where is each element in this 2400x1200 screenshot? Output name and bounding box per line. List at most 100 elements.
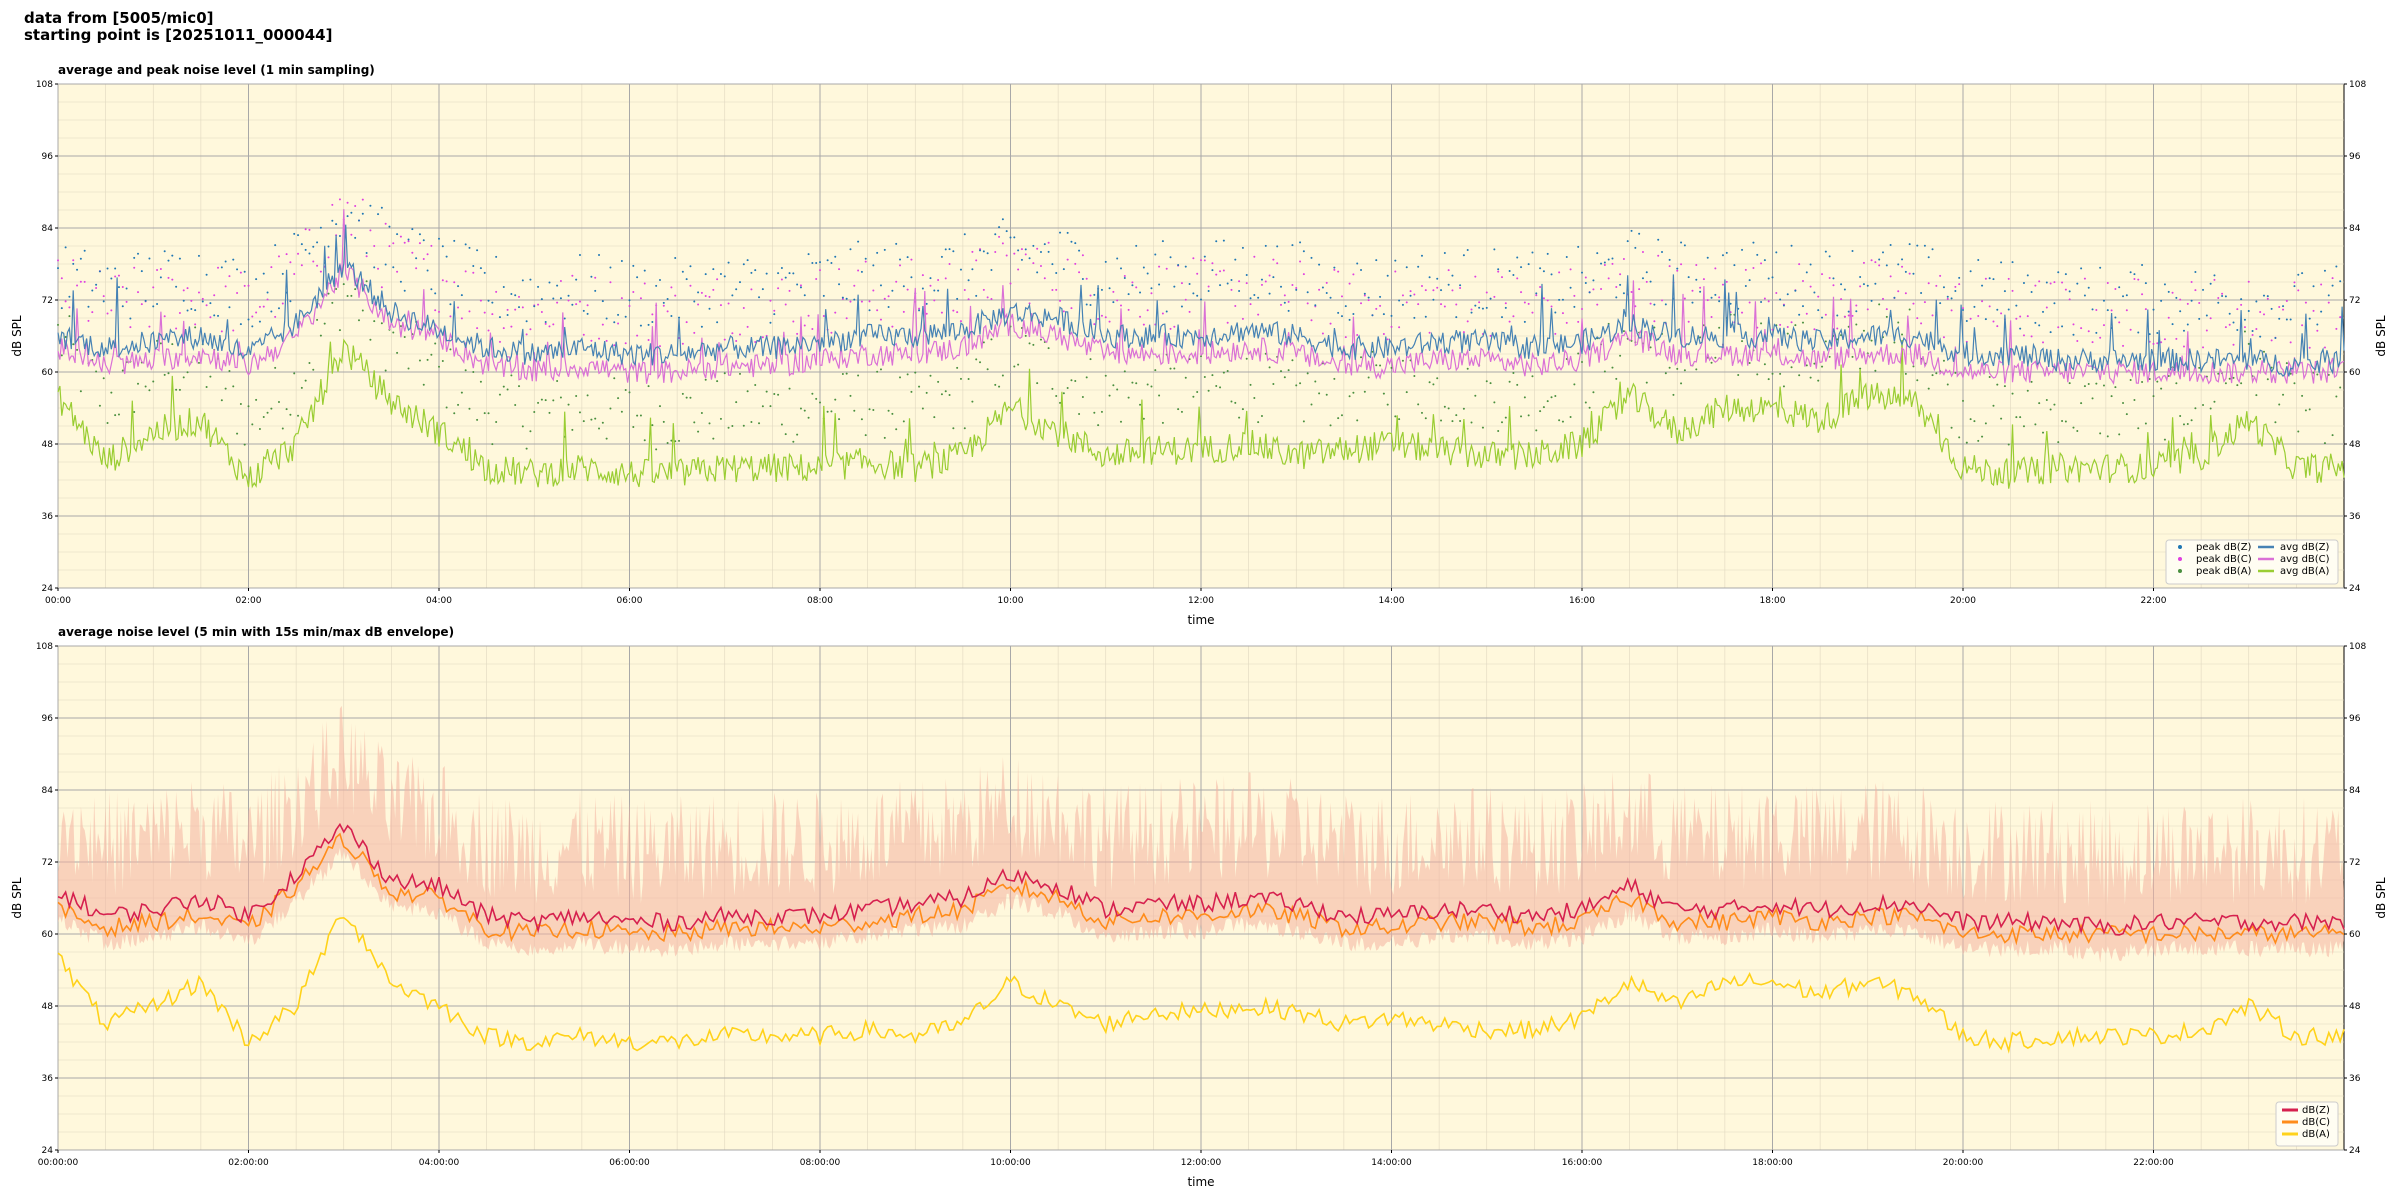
peak-point — [1535, 292, 1538, 295]
peak-point — [925, 302, 928, 305]
peak-point — [2015, 317, 2018, 320]
peak-point — [1767, 378, 1770, 381]
y-tick-label-right: 108 — [2349, 80, 2366, 90]
peak-point — [357, 319, 360, 322]
peak-point — [1333, 266, 1336, 269]
peak-point — [194, 309, 197, 312]
peak-point — [1996, 383, 1999, 386]
peak-point — [887, 295, 890, 298]
peak-point — [1245, 357, 1248, 360]
peak-point — [1489, 334, 1492, 337]
peak-point — [2076, 282, 2079, 285]
peak-point — [1641, 277, 1644, 280]
peak-point — [171, 343, 174, 346]
peak-point — [2137, 427, 2140, 430]
peak-point — [399, 280, 402, 283]
peak-point — [1295, 384, 1298, 387]
peak-point — [1897, 263, 1900, 266]
peak-point — [2278, 317, 2281, 320]
peak-point — [1710, 316, 1713, 319]
peak-point — [2125, 413, 2128, 416]
peak-point — [1942, 336, 1945, 339]
peak-point — [1561, 420, 1564, 423]
peak-point — [266, 291, 269, 294]
x-tick-label: 14:00:00 — [1371, 1158, 1412, 1168]
peak-point — [2236, 308, 2239, 311]
peak-point — [1615, 296, 1618, 299]
peak-point — [594, 417, 597, 420]
peak-point — [1257, 296, 1260, 299]
peak-point — [2209, 407, 2212, 410]
peak-point — [632, 425, 635, 428]
peak-point — [392, 331, 395, 334]
peak-point — [1017, 249, 1020, 252]
y-tick-label-right: 72 — [2349, 858, 2360, 868]
peak-point — [201, 297, 204, 300]
peak-point — [1291, 244, 1294, 247]
peak-point — [1752, 266, 1755, 269]
peak-point — [2316, 323, 2319, 326]
peak-point — [1119, 420, 1122, 423]
peak-point — [1721, 283, 1724, 286]
peak-point — [1817, 379, 1820, 382]
peak-point — [2274, 336, 2277, 339]
peak-point — [571, 428, 574, 431]
peak-point — [2068, 290, 2071, 293]
peak-point — [750, 421, 753, 424]
peak-point — [1611, 366, 1614, 369]
peak-point — [102, 377, 105, 380]
peak-point — [1862, 283, 1865, 286]
peak-point — [1420, 411, 1423, 414]
peak-point — [1371, 314, 1374, 317]
peak-point — [799, 284, 802, 287]
peak-point — [60, 277, 63, 280]
peak-point — [1992, 404, 1995, 407]
peak-point — [156, 302, 159, 305]
peak-point — [2186, 423, 2189, 426]
peak-point — [1428, 276, 1431, 279]
peak-point — [1695, 368, 1698, 371]
y-tick-label-left: 96 — [42, 714, 54, 724]
peak-point — [258, 320, 261, 323]
peak-point — [1893, 341, 1896, 344]
peak-point — [1356, 262, 1359, 265]
peak-point — [213, 314, 216, 317]
peak-point — [1009, 236, 1012, 239]
peak-point — [613, 344, 616, 347]
legend-label: dB(C) — [2302, 1117, 2330, 1128]
peak-point — [910, 258, 913, 261]
legend-label: dB(Z) — [2302, 1105, 2330, 1116]
x-tick-label: 10:00:00 — [990, 1158, 1031, 1168]
x-tick-label: 20:00:00 — [1943, 1158, 1984, 1168]
peak-point — [1718, 296, 1721, 299]
peak-point — [1200, 259, 1202, 262]
peak-point — [1508, 269, 1511, 272]
avg-dbc-line — [57, 209, 2345, 386]
peak-point — [1676, 367, 1679, 370]
peak-point — [708, 307, 711, 310]
y-tick-label-left: 60 — [42, 930, 54, 940]
peak-point — [2175, 296, 2178, 299]
peak-point — [1786, 293, 1789, 296]
peak-point — [1836, 327, 1839, 330]
peak-point — [1581, 361, 1583, 364]
peak-point — [518, 306, 521, 309]
peak-point — [182, 299, 185, 302]
peak-point — [1112, 290, 1115, 293]
peak-point — [441, 359, 444, 362]
peak-point — [998, 235, 1001, 238]
legend-label: peak dB(C) — [2196, 554, 2252, 565]
peak-point — [1196, 390, 1199, 393]
peak-point — [281, 272, 284, 275]
peak-point — [1695, 263, 1698, 266]
peak-point — [655, 284, 658, 287]
peak-point — [293, 272, 296, 275]
peak-point — [2289, 318, 2292, 321]
peak-point — [117, 274, 120, 277]
peak-point — [2106, 435, 2109, 438]
peak-point — [1569, 286, 1572, 289]
peak-point — [487, 329, 490, 332]
peak-point — [1295, 288, 1298, 291]
peak-point — [1207, 389, 1210, 392]
peak-point — [64, 246, 67, 249]
